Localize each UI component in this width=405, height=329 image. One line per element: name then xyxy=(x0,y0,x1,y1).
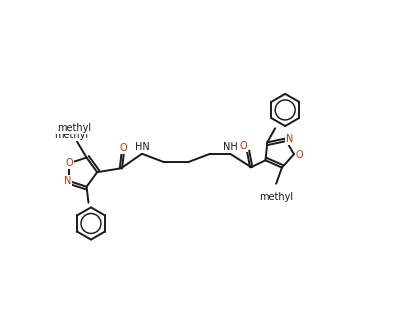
Text: methyl: methyl xyxy=(259,192,293,202)
Text: O: O xyxy=(296,150,303,160)
Text: O: O xyxy=(66,158,73,168)
Text: O: O xyxy=(296,150,303,160)
Text: NH: NH xyxy=(223,142,238,152)
Text: methyl: methyl xyxy=(259,192,293,202)
Text: O: O xyxy=(240,141,247,151)
Text: HN: HN xyxy=(134,142,149,152)
Text: O: O xyxy=(66,158,73,168)
Text: methyl: methyl xyxy=(57,123,91,133)
Text: N: N xyxy=(286,134,293,144)
Text: methyl: methyl xyxy=(54,130,88,139)
Text: O: O xyxy=(120,143,128,153)
Text: N: N xyxy=(64,176,71,186)
Text: HN: HN xyxy=(134,142,149,152)
Text: O: O xyxy=(240,141,247,151)
Text: N: N xyxy=(286,134,293,144)
Text: methyl: methyl xyxy=(57,123,91,133)
Text: O: O xyxy=(120,143,128,153)
Text: NH: NH xyxy=(223,142,238,152)
Text: N: N xyxy=(64,176,71,186)
